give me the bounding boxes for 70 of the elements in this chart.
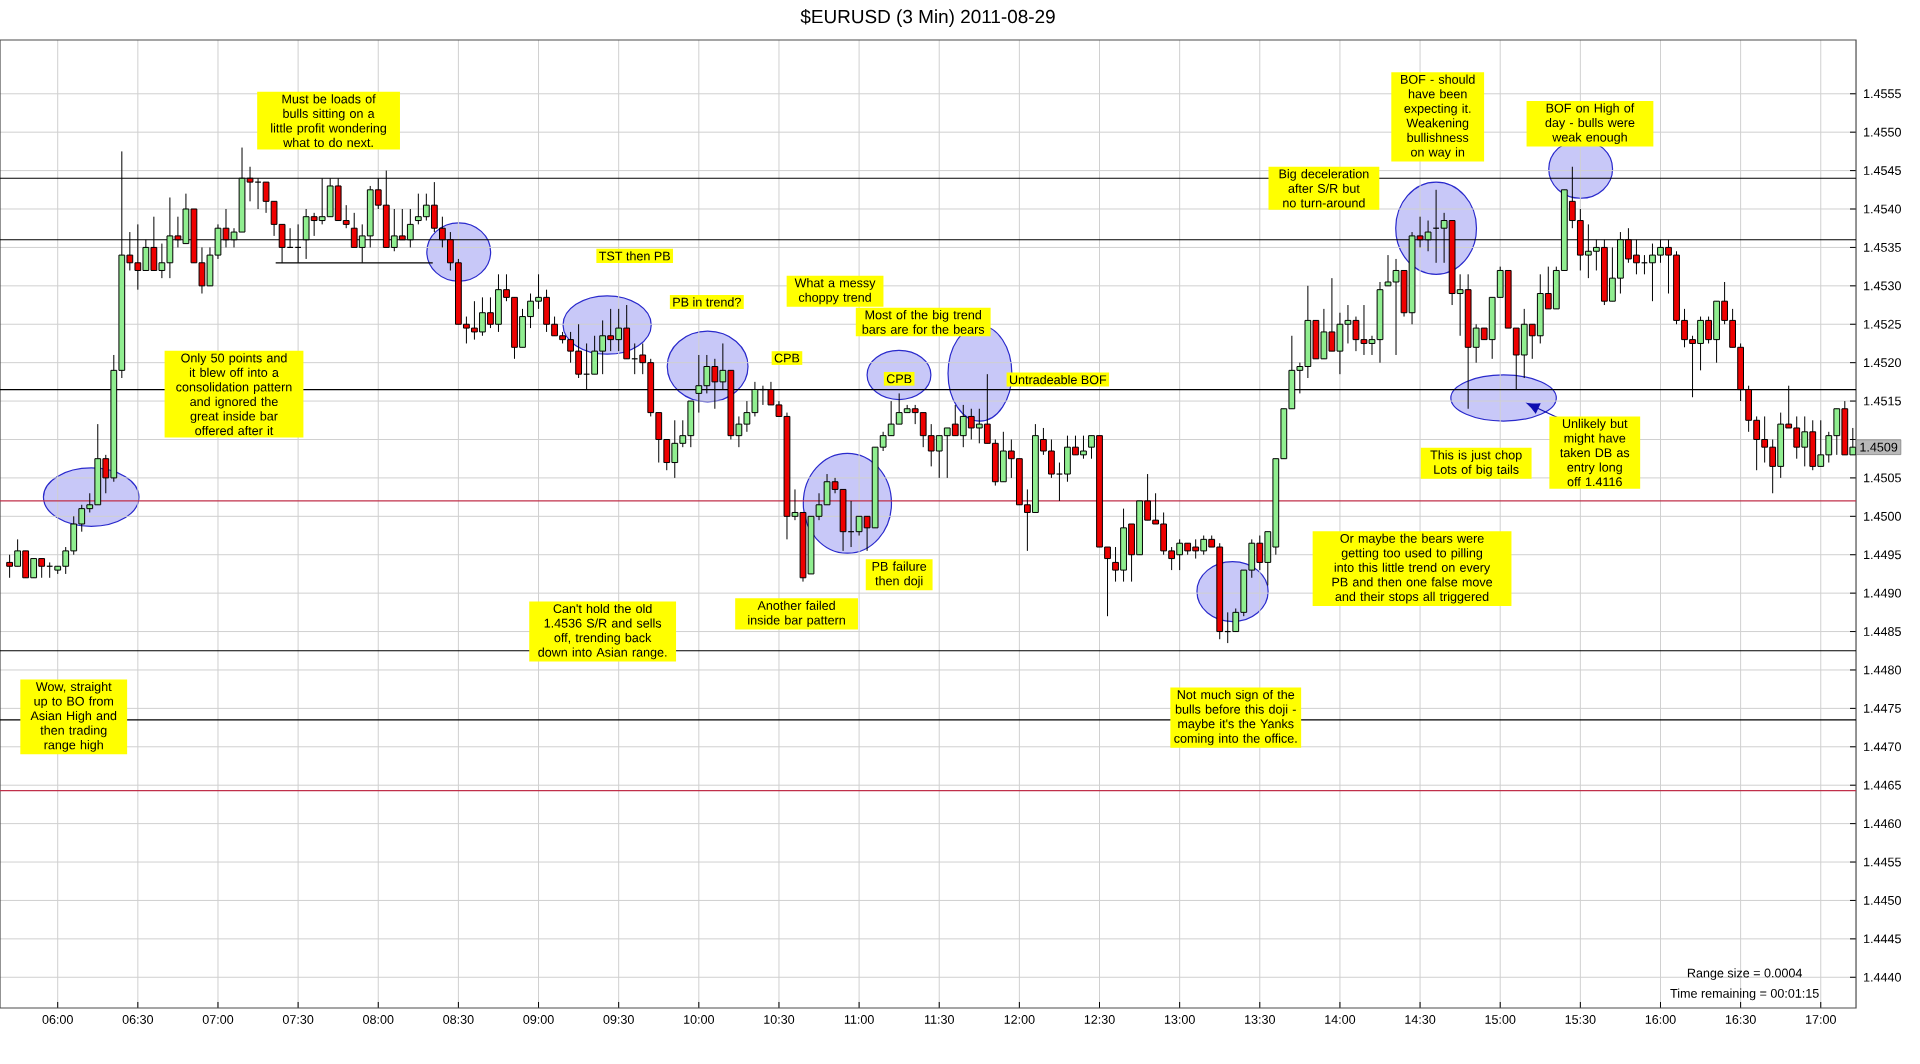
y-tick-label: 1.4505	[1864, 473, 1901, 483]
annotation: This is just chop Lots of big tails	[1430, 450, 1522, 477]
y-tick-label: 1.4475	[1864, 703, 1901, 713]
annotation: Another failed inside bar pattern	[748, 600, 845, 627]
y-tick-label: 1.4555	[1864, 89, 1901, 99]
annotation: PB failure then doji	[872, 561, 927, 588]
y-tick-label: 1.4460	[1864, 819, 1901, 829]
x-tick-label: 12:00	[1004, 1015, 1035, 1024]
annotation: Only 50 points and it blew off into a consolidation pattern and ignored the great inside bar offered after it	[176, 353, 292, 436]
y-tick-label: 1.4515	[1864, 396, 1901, 406]
x-tick-label: 13:00	[1164, 1015, 1195, 1024]
y-tick-label: 1.4545	[1864, 166, 1901, 175]
x-tick-label: 06:30	[122, 1015, 154, 1024]
annotation: Wow, straight up to BO from Asian High and then trading range high	[30, 681, 117, 752]
x-tick-label: 07:30	[282, 1015, 314, 1024]
y-tick-label: 1.4500	[1864, 511, 1901, 521]
annotation: Not much sign of the bulls before this doji - maybe it's the Yanks coming into the office.	[1174, 689, 1297, 746]
annotation: Or maybe the bears were getting too used to pilling into this little trend on every PB and then one false move and their stops all triggered	[1332, 533, 1493, 604]
x-tick-label: 06:00	[42, 1015, 73, 1024]
x-tick-label: 12:30	[1084, 1015, 1115, 1024]
y-tick-label: 1.4445	[1864, 934, 1901, 944]
x-tick-label: 07:00	[202, 1015, 234, 1024]
x-tick-label: 16:30	[1725, 1015, 1756, 1024]
x-tick-label: 11:00	[844, 1015, 874, 1024]
annotation: PB in trend?	[673, 297, 741, 307]
annotation: BOF - should have been expecting it. Weakening bullishness on way in	[1401, 74, 1475, 160]
x-tick-label: 13:30	[1245, 1015, 1276, 1024]
x-tick-label: 14:30	[1405, 1015, 1436, 1024]
x-tick-label: 14:00	[1325, 1015, 1356, 1024]
x-tick-label: 16:00	[1645, 1015, 1676, 1024]
x-tick-label: 15:30	[1565, 1015, 1596, 1024]
annotation: Big deceleration after S/R but no turn-around	[1279, 169, 1369, 208]
annotation: Unlikely but might have taken DB as entry long off 1.4116	[1560, 418, 1630, 487]
annotation: CPB	[886, 374, 912, 384]
annotation: Time remaining = 00:01:15	[1670, 988, 1819, 1001]
x-tick-label: 11:30	[924, 1015, 954, 1024]
annotation: CPB	[774, 353, 800, 363]
x-tick-label: 15:00	[1485, 1015, 1516, 1024]
y-tick-label: 1.4490	[1864, 588, 1901, 598]
y-tick-label: 1.4550	[1864, 127, 1901, 137]
annotation: Can't hold the old 1.4536 S/R and sells off, trending back down into Asian range.	[538, 603, 667, 660]
x-tick-label: 10:00	[684, 1015, 715, 1024]
y-tick-label: 1.4530	[1864, 281, 1901, 291]
y-tick-label: 1.4465	[1864, 780, 1901, 790]
x-tick-label: 17:00	[1806, 1015, 1836, 1024]
y-tick-label: 1.4480	[1864, 665, 1901, 675]
annotation: Untradeable BOF	[1009, 374, 1107, 385]
annotation: 1.4509	[1860, 442, 1898, 452]
y-tick-label: 1.4495	[1864, 550, 1901, 560]
y-tick-label: 1.4440	[1864, 972, 1901, 982]
chart-title: $EURUSD (3 Min) 2011-08-29	[800, 9, 1055, 27]
annotation: TST then PB	[599, 251, 670, 261]
y-tick-label: 1.4535	[1864, 242, 1901, 252]
x-tick-label: 09:30	[603, 1015, 634, 1024]
y-tick-label: 1.4525	[1864, 319, 1901, 329]
x-tick-label: 08:00	[363, 1015, 394, 1024]
x-tick-label: 09:00	[523, 1015, 554, 1024]
annotation: Range size = 0.0004	[1687, 968, 1803, 980]
x-tick-label: 08:30	[443, 1015, 474, 1024]
annotation: What a messy choppy trend	[794, 278, 876, 305]
annotation: Most of the big trend bars are for the bears	[862, 310, 985, 334]
annotation: BOF on High of day - bulls were weak enough	[1545, 103, 1635, 145]
y-tick-label: 1.4450	[1864, 895, 1901, 905]
y-tick-label: 1.4520	[1864, 358, 1901, 368]
x-tick-label: 10:30	[764, 1015, 795, 1024]
y-tick-label: 1.4485	[1864, 627, 1901, 636]
y-tick-label: 1.4470	[1864, 742, 1901, 752]
annotation: Must be loads of bulls sitting on a little profit wondering what to do next.	[271, 94, 387, 148]
y-tick-label: 1.4455	[1864, 857, 1901, 867]
y-tick-label: 1.4540	[1864, 204, 1901, 214]
